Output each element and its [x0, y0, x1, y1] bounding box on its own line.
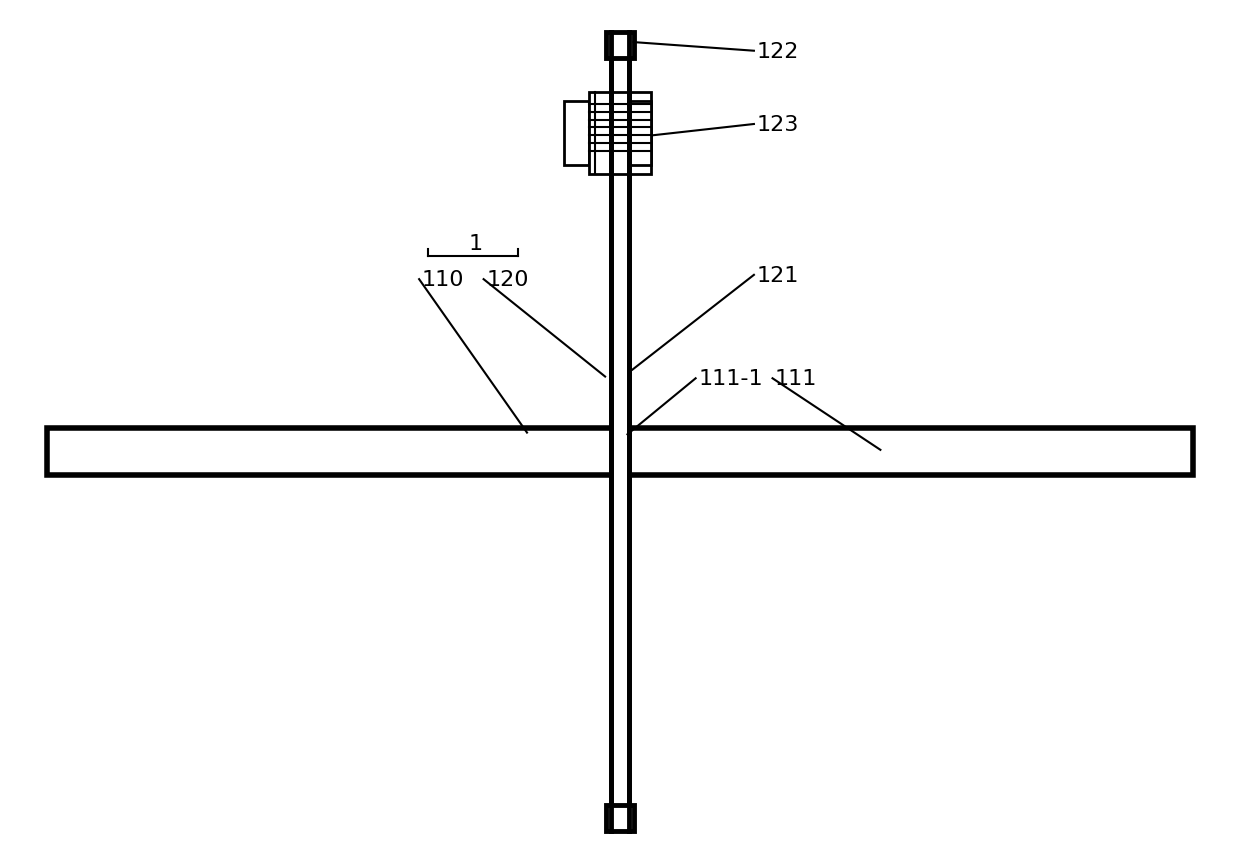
- Text: 111-1: 111-1: [698, 369, 763, 389]
- Bar: [611, 33, 629, 831]
- Bar: [47, 429, 1193, 475]
- Text: 122: 122: [756, 41, 799, 62]
- Bar: [564, 102, 589, 166]
- Text: 121: 121: [756, 265, 799, 286]
- Bar: [47, 429, 1193, 475]
- Text: 111: 111: [775, 369, 817, 389]
- Text: 120: 120: [486, 269, 528, 290]
- Bar: [606, 805, 634, 831]
- Bar: [589, 93, 651, 175]
- Text: 1: 1: [469, 233, 482, 254]
- Text: 110: 110: [422, 269, 464, 290]
- Text: 123: 123: [756, 115, 799, 135]
- Bar: [606, 33, 634, 59]
- Bar: [629, 102, 651, 166]
